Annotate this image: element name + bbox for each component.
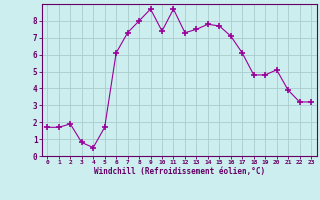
X-axis label: Windchill (Refroidissement éolien,°C): Windchill (Refroidissement éolien,°C)	[94, 167, 265, 176]
